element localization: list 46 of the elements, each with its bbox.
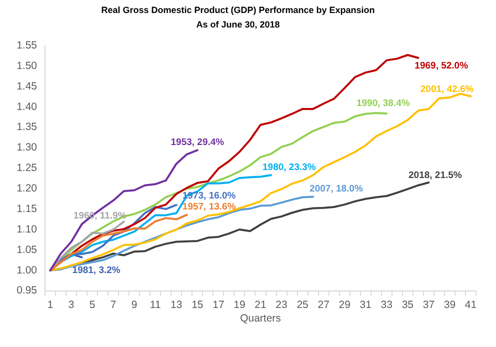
x-tick-label: 33 [380,298,393,311]
series-label: 1981, 3.2% [72,264,121,276]
y-tick-label: 1.00 [16,264,38,276]
x-tick-label: 5 [89,298,96,311]
x-tick-label: 15 [192,298,204,311]
x-tick-label: 27 [318,298,330,311]
series-label: 2001, 42.6% [420,84,474,95]
series-label: 1957, 13.6% [182,201,236,212]
x-tick-label: 13 [170,298,182,311]
x-tick-label: 11 [150,298,161,311]
y-tick-label: 1.25 [16,162,38,174]
series-label: 2007, 18.0% [310,183,364,194]
x-tick-label: 25 [296,298,309,311]
x-tick-label: 37 [422,298,435,311]
series-label: 1969, 52.0% [414,60,469,72]
x-tick-label: 7 [110,298,116,311]
y-tick-label: 1.45 [16,80,38,92]
x-tick-label: 35 [402,298,414,311]
x-tick-label: 1 [47,298,54,311]
y-tick-label: 1.30 [16,142,38,154]
y-tick-label: 1.10 [16,223,38,236]
series-label: 2018, 21.5% [408,170,462,182]
y-tick-label: 1.55 [16,39,38,52]
x-tick-label: 19 [234,298,246,311]
series-label: 1980, 23.3% [262,162,316,173]
x-tick-label: 31 [360,298,372,311]
chart-subtitle: As of June 30, 2018 [196,20,280,30]
series-label: 1953, 29.4% [170,136,225,148]
x-tick-label: 29 [338,298,351,311]
y-tick-label: 1.50 [16,60,38,72]
x-tick-label: 17 [212,298,224,311]
x-tick-label: 39 [444,298,456,311]
y-tick-label: 1.05 [16,244,38,256]
x-tick-label: 3 [68,298,74,311]
y-tick-label: 1.35 [16,121,38,134]
y-tick-label: 1.15 [16,202,38,215]
y-tick-label: 1.20 [16,182,38,195]
series-label: 1990, 38.4% [356,98,410,110]
x-tick-label: 23 [276,298,288,311]
chart-title: Real Gross Domestic Product (GDP) Performance by Expansion [101,4,375,15]
x-axis-title: Quarters [240,312,281,325]
y-tick-label: 0.95 [16,284,38,297]
x-tick-label: 21 [254,298,266,311]
y-tick-label: 1.40 [16,100,38,113]
x-tick-label: 41 [464,298,477,311]
x-tick-label: 9 [131,298,138,311]
